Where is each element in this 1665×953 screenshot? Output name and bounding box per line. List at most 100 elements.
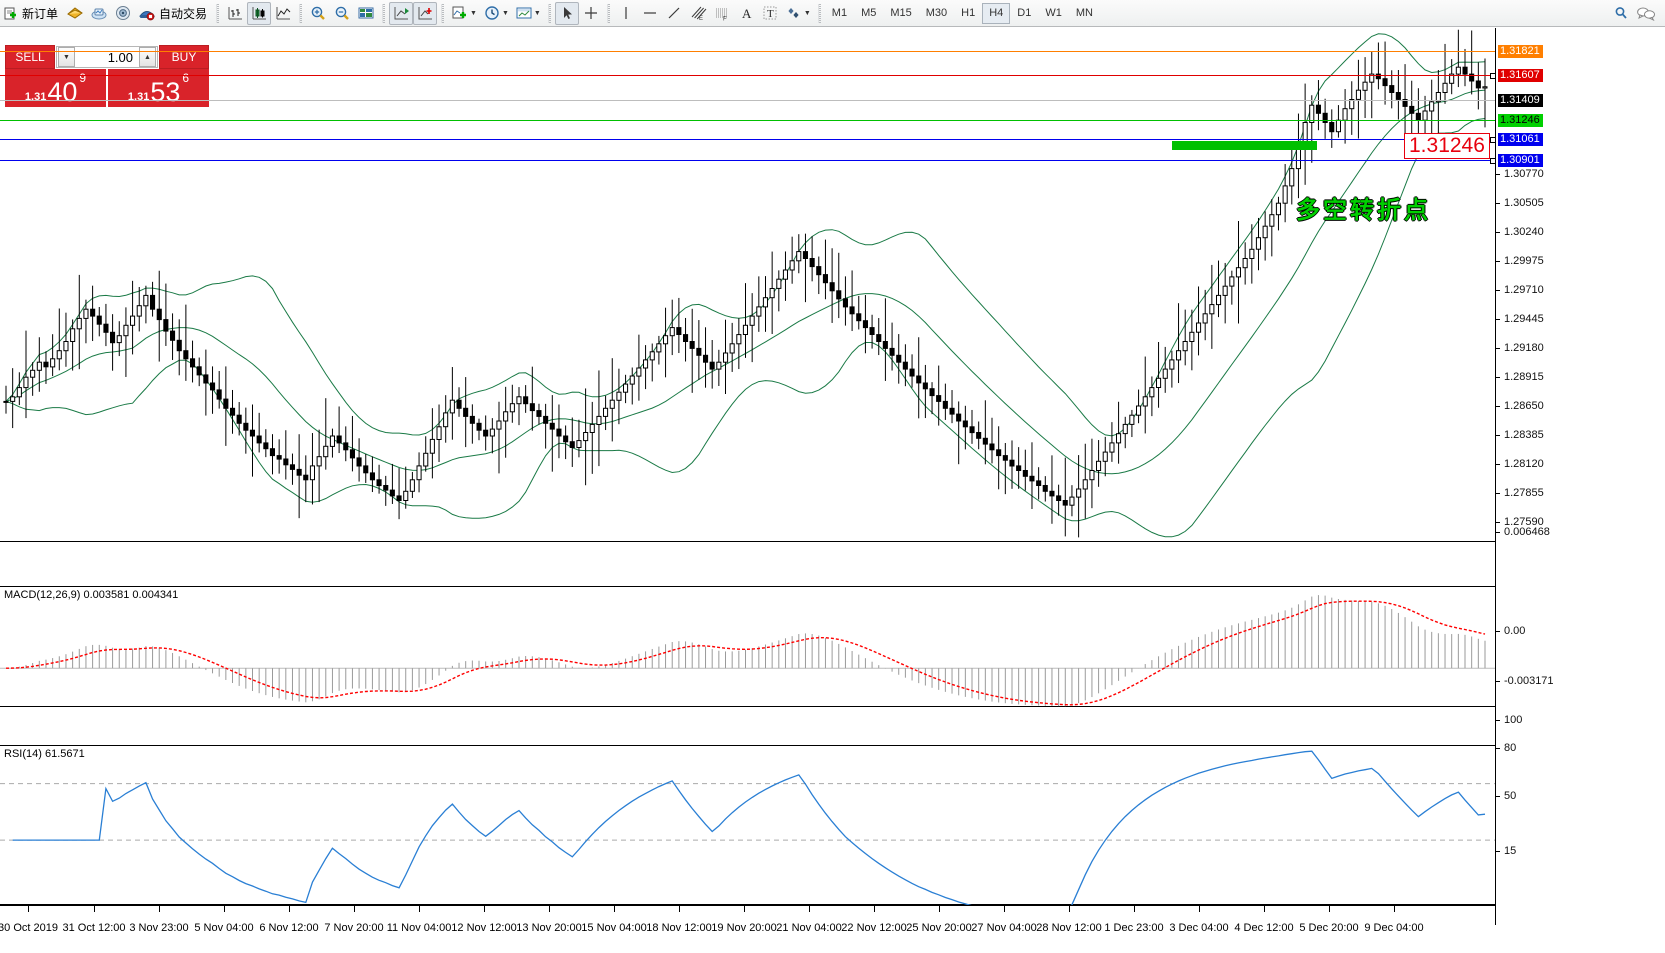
chevron-down-icon[interactable]: ▼	[803, 9, 811, 17]
new-order-button[interactable]: 新订单	[0, 2, 63, 25]
price-level-line[interactable]	[0, 120, 1495, 121]
price-axis-tick: 1.30240	[1496, 226, 1544, 238]
time-axis-tick	[1199, 906, 1200, 912]
svg-text:F: F	[723, 17, 727, 22]
new-order-icon	[4, 7, 16, 20]
timeframe-button-d1[interactable]: D1	[1017, 7, 1032, 19]
chart-shift-button[interactable]	[389, 1, 414, 25]
price-level-line[interactable]	[0, 51, 1495, 52]
price-level-line[interactable]	[0, 137, 1496, 143]
toolbar-separator	[382, 3, 386, 23]
timeframe-button-m15[interactable]: M15	[890, 7, 912, 19]
time-axis-label: 3 Nov 23:00	[129, 922, 189, 934]
volume-decrease-button[interactable]: ▼	[58, 47, 75, 67]
price-level-line[interactable]	[0, 100, 1495, 101]
chevron-down-icon[interactable]: ▼	[533, 9, 541, 17]
volume-increase-button[interactable]: ▲	[139, 47, 156, 67]
time-axis-label: 31 Oct 12:00	[62, 922, 126, 934]
text-button[interactable]: A	[734, 2, 758, 25]
line-anchor-handle[interactable]	[1490, 158, 1496, 164]
price-callout-label[interactable]: 1.31246	[1404, 133, 1490, 159]
horizontal-line-button[interactable]	[638, 2, 662, 25]
timeframe-button-mn[interactable]: MN	[1075, 7, 1093, 19]
market-button[interactable]	[87, 2, 111, 25]
price-level-badge[interactable]: 1.30901	[1498, 154, 1543, 167]
price-level-line[interactable]	[0, 158, 1496, 164]
timeframe-button-w1[interactable]: W1	[1045, 7, 1062, 19]
chevron-down-icon[interactable]: ▼	[501, 9, 509, 17]
timeframe-button-h4[interactable]: H4	[982, 2, 1011, 24]
volume-value[interactable]: 1.00	[107, 49, 133, 65]
new-order-label: 新订单	[22, 6, 59, 21]
auto-scroll-button[interactable]	[413, 1, 438, 25]
indicators-button[interactable]: ▼	[448, 2, 480, 25]
price-axis-tick: 1.30770	[1496, 168, 1544, 180]
time-axis-label: 1 Dec 23:00	[1104, 922, 1164, 934]
chevron-down-icon[interactable]: ▼	[470, 9, 477, 17]
time-axis-label: 5 Nov 04:00	[194, 922, 254, 934]
periods-button[interactable]: ▼	[480, 2, 512, 25]
toolbar-shift-group	[389, 0, 438, 27]
price-level-line[interactable]	[0, 73, 1496, 79]
line-anchor-handle[interactable]	[1490, 73, 1496, 79]
vertical-line-button[interactable]	[614, 2, 638, 25]
price-chart-pane[interactable]: 1.31246 多空转折点	[0, 28, 1496, 542]
sell-button[interactable]: SELL	[5, 45, 55, 69]
one-click-trading-panel[interactable]: SELL ▼ 1.00 ▲ BUY 1.31 40 9 1.31 53 6	[5, 45, 209, 107]
timeframe-button-m1[interactable]: M1	[831, 7, 848, 19]
signals-button[interactable]	[111, 2, 135, 25]
crosshair-button[interactable]	[579, 2, 603, 25]
trendline-button[interactable]	[662, 2, 686, 25]
timeframe-button-h1[interactable]: H1	[961, 7, 976, 19]
buy-button[interactable]: BUY	[159, 45, 209, 69]
price-level-badge[interactable]: 1.31061	[1498, 133, 1543, 146]
price-level-badge[interactable]: 1.31246	[1498, 114, 1543, 127]
timeframe-button-m30[interactable]: M30	[925, 7, 948, 19]
main-toolbar: 新订单	[0, 0, 1665, 27]
autotrading-label: 自动交易	[159, 6, 208, 21]
oct-top-row: SELL ▼ 1.00 ▲ BUY	[5, 45, 209, 69]
fibonacci-icon: F	[715, 8, 728, 22]
equidistant-channel-button[interactable]: E	[686, 2, 710, 25]
chat-button[interactable]	[1633, 2, 1659, 25]
candlestick-chart-button[interactable]	[247, 1, 272, 25]
time-axis[interactable]: 30 Oct 2019 31 Oct 12:00 3 Nov 23:00 5 Nov …	[0, 905, 1495, 953]
macd-pane[interactable]: MACD(12,26,9) 0.003581 0.004341	[0, 586, 1495, 707]
value-axis[interactable]: 1.30770 1.30505 1.30240 1.29975 1.29710 1.294…	[1495, 28, 1665, 925]
price-axis-tick: 1.27855	[1496, 487, 1544, 499]
support-zone-rectangle[interactable]	[1172, 141, 1317, 150]
cursor-button[interactable]	[554, 1, 579, 25]
time-axis-label: 12 Nov 12:00	[451, 922, 517, 934]
price-level-badge[interactable]: 1.31821	[1498, 45, 1543, 58]
price-level-badge[interactable]: 1.31409	[1498, 94, 1543, 107]
bar-chart-button[interactable]	[223, 2, 247, 25]
line-anchor-handle[interactable]	[1490, 137, 1496, 143]
search-button[interactable]	[1609, 2, 1633, 25]
data-window-button[interactable]	[354, 2, 378, 25]
metaeditor-button[interactable]	[63, 2, 87, 25]
chinese-annotation-label[interactable]: 多空转折点	[1296, 196, 1431, 224]
auto-scroll-icon	[418, 7, 433, 20]
price-chart-canvas	[3, 29, 1488, 538]
volume-stepper[interactable]: ▼ 1.00 ▲	[56, 46, 158, 68]
price-level-badge[interactable]: 1.31607	[1498, 69, 1543, 82]
shapes-button[interactable]: ▼	[782, 2, 814, 25]
time-axis-tick	[874, 906, 875, 912]
time-axis-label: 21 Nov 04:00	[776, 922, 842, 934]
toolbar-separator	[441, 3, 445, 23]
templates-button[interactable]: ▼	[512, 2, 544, 25]
price-axis-tick: 1.27590	[1496, 516, 1544, 528]
autotrading-button[interactable]: 自动交易	[135, 2, 212, 25]
bid-price-main: 40	[47, 77, 78, 107]
rsi-pane[interactable]: RSI(14) 61.5671	[0, 745, 1495, 906]
toolbar-separator	[817, 3, 821, 23]
rsi-label: RSI(14) 61.5671	[4, 748, 85, 760]
timeframe-button-m5[interactable]: M5	[861, 7, 877, 19]
zoom-in-button[interactable]	[306, 2, 330, 25]
text-label-button[interactable]: T	[758, 2, 782, 25]
line-chart-button[interactable]	[271, 2, 295, 25]
time-axis-label: 27 Nov 04:00	[971, 922, 1037, 934]
fibonacci-button[interactable]: F	[710, 2, 734, 25]
zoom-out-button[interactable]	[330, 2, 354, 25]
